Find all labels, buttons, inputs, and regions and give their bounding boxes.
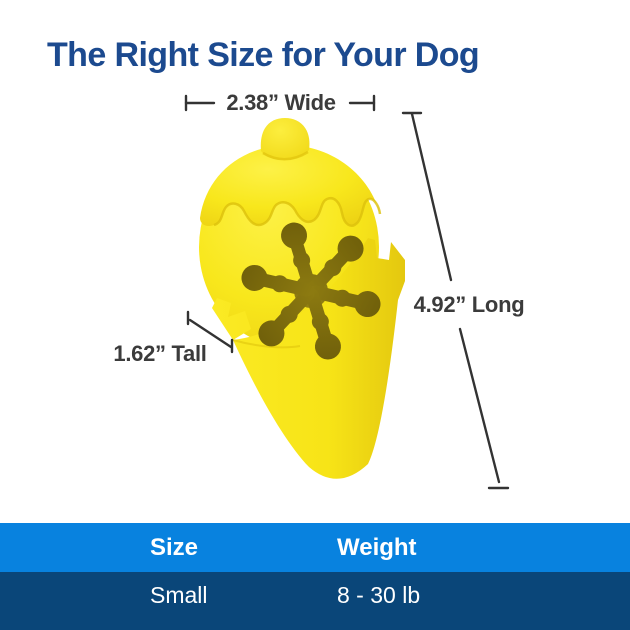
toy-cherry-topper (260, 118, 310, 160)
tall-dimension-line (186, 310, 234, 354)
weight-column-header: Weight (337, 534, 417, 561)
width-dimension-label: 2.38” Wide (226, 90, 336, 115)
size-value: Small (150, 582, 208, 608)
toy-drip-cap (200, 145, 380, 227)
drip-edge-shadow (213, 197, 382, 227)
cherry-base-shadow (262, 150, 309, 161)
size-table-header: Size Weight (0, 523, 630, 572)
length-dimension-line (401, 111, 510, 490)
width-dimension-line (184, 94, 376, 112)
length-dimension-label: 4.92” Long (413, 292, 525, 317)
snowflake-hole (238, 219, 384, 363)
size-table-row: Small 8 - 30 lb (0, 572, 630, 630)
dimension-lines (184, 94, 510, 490)
size-column-header: Size (150, 534, 199, 561)
weight-value: 8 - 30 lb (337, 582, 421, 608)
page-title: The Right Size for Your Dog (47, 36, 480, 74)
cone-rim-shadow (232, 339, 301, 349)
tall-dimension-label: 1.62” Tall (113, 341, 207, 366)
